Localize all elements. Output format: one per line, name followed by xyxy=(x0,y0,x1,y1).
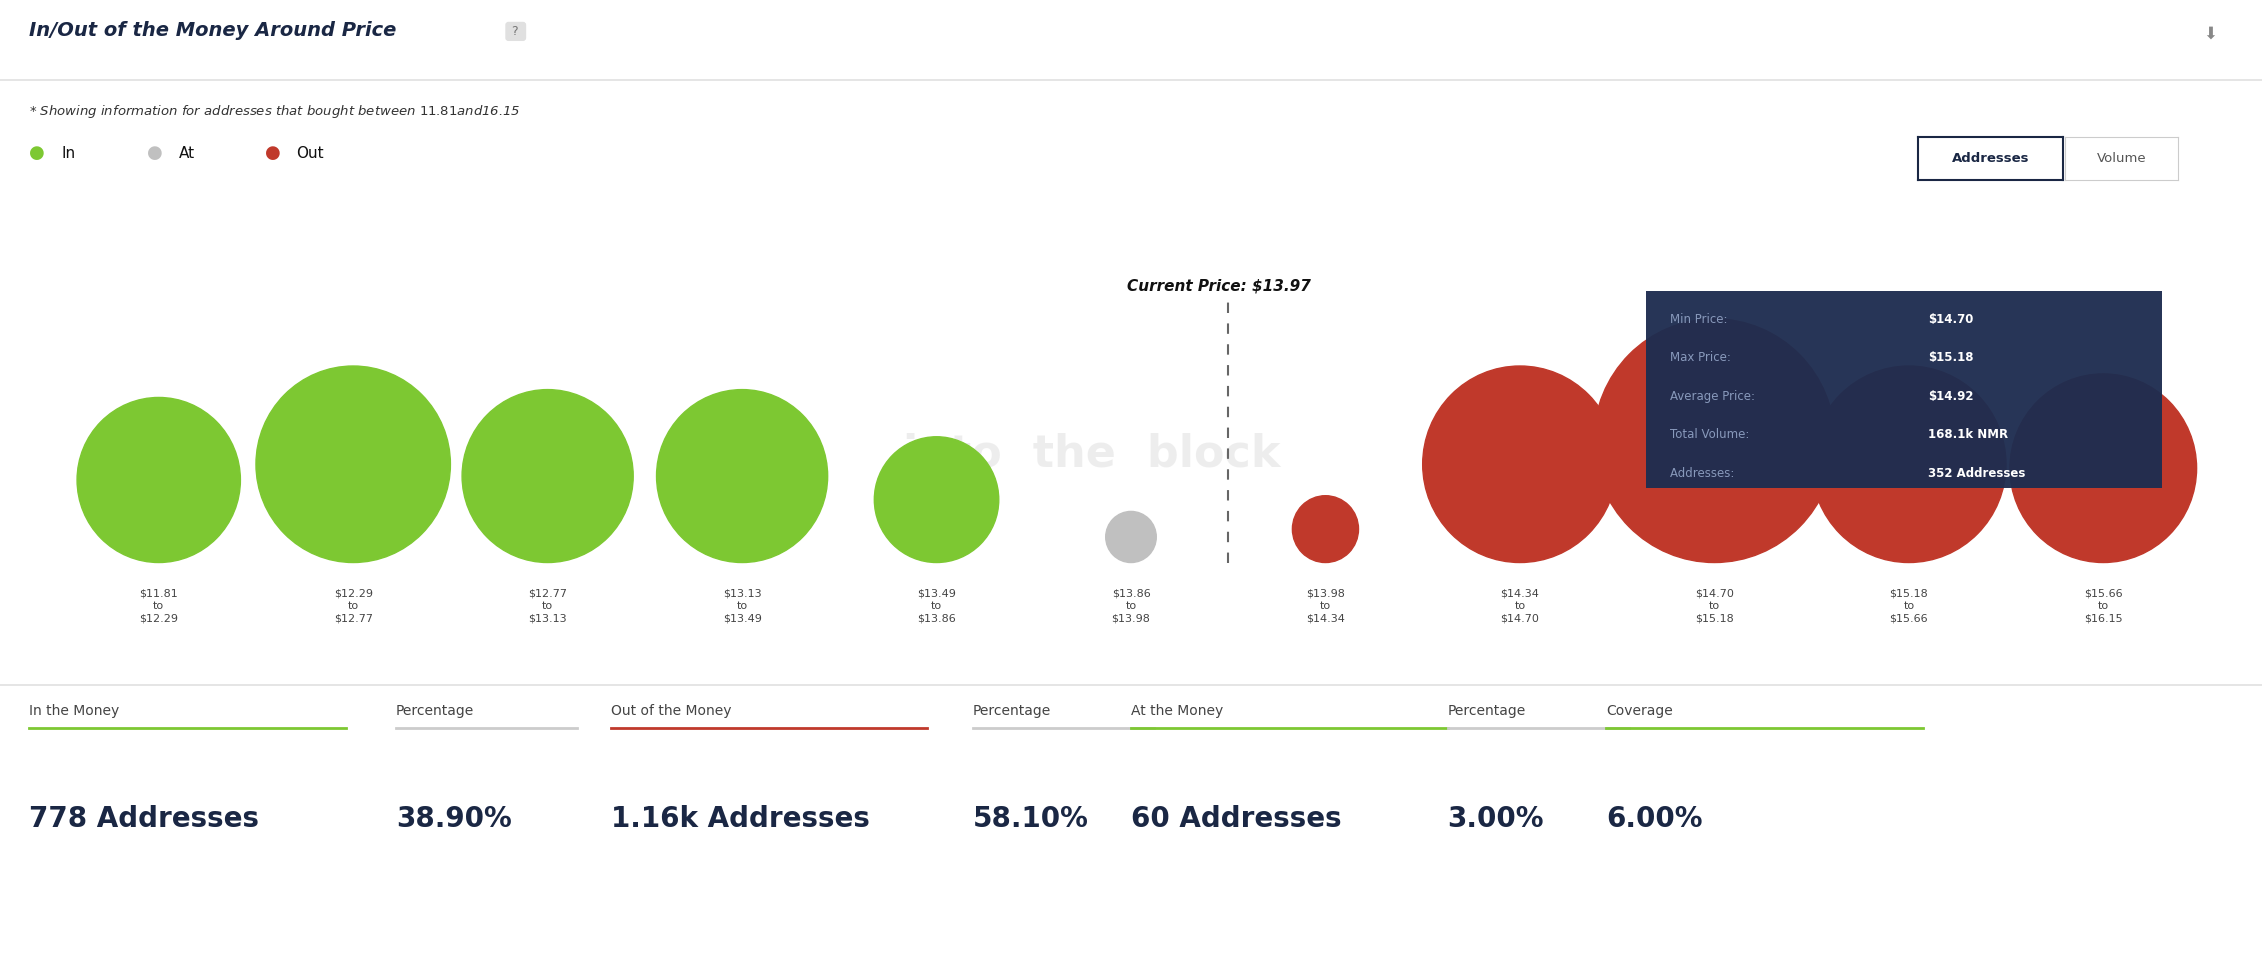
Text: 60 Addresses: 60 Addresses xyxy=(1131,806,1341,833)
Circle shape xyxy=(656,390,828,562)
Text: At the Money: At the Money xyxy=(1131,704,1224,718)
Text: $15.18: $15.18 xyxy=(1927,351,1975,364)
Text: $15.66
to
$16.15: $15.66 to $16.15 xyxy=(2083,588,2122,624)
Text: 6.00%: 6.00% xyxy=(1606,806,1703,833)
Text: $13.49
to
$13.86: $13.49 to $13.86 xyxy=(916,588,957,624)
Text: Average Price:: Average Price: xyxy=(1669,390,1758,402)
Text: $13.13
to
$13.49: $13.13 to $13.49 xyxy=(722,588,762,624)
Text: * Showing information for addresses that bought between $11.81 and $16.15: * Showing information for addresses that… xyxy=(29,103,520,120)
Text: Max Price:: Max Price: xyxy=(1669,351,1735,364)
Circle shape xyxy=(256,366,450,562)
Text: ●: ● xyxy=(29,145,45,162)
Text: into  the  block: into the block xyxy=(903,433,1280,476)
Text: 168.1k NMR: 168.1k NMR xyxy=(1927,428,2009,442)
Text: 38.90%: 38.90% xyxy=(396,806,511,833)
Text: Addresses: Addresses xyxy=(1952,152,2029,165)
Circle shape xyxy=(1292,495,1359,562)
Text: 1.16k Addresses: 1.16k Addresses xyxy=(611,806,869,833)
Text: In the Money: In the Money xyxy=(29,704,120,718)
Text: $12.29
to
$12.77: $12.29 to $12.77 xyxy=(335,588,373,624)
Text: $12.77
to
$13.13: $12.77 to $13.13 xyxy=(527,588,568,624)
Text: $13.86
to
$13.98: $13.86 to $13.98 xyxy=(1111,588,1151,624)
Circle shape xyxy=(875,437,1000,562)
Circle shape xyxy=(1106,512,1156,562)
Text: ●: ● xyxy=(265,145,280,162)
Text: At: At xyxy=(179,146,195,161)
Text: $13.98
to
$14.34: $13.98 to $14.34 xyxy=(1305,588,1346,624)
Text: Coverage: Coverage xyxy=(1606,704,1674,718)
Text: $14.70
to
$15.18: $14.70 to $15.18 xyxy=(1694,588,1733,624)
Circle shape xyxy=(2011,374,2196,562)
Text: Percentage: Percentage xyxy=(1448,704,1527,718)
Text: Out: Out xyxy=(296,146,323,161)
Text: In: In xyxy=(61,146,75,161)
Text: ?: ? xyxy=(509,25,523,38)
Circle shape xyxy=(1812,366,2006,562)
Text: Out of the Money: Out of the Money xyxy=(611,704,731,718)
Text: $11.81
to
$12.29: $11.81 to $12.29 xyxy=(140,588,179,624)
Circle shape xyxy=(461,390,633,562)
Text: Min Price:: Min Price: xyxy=(1669,312,1730,326)
Text: ●: ● xyxy=(147,145,163,162)
Text: In/Out of the Money Around Price: In/Out of the Money Around Price xyxy=(29,21,396,40)
Text: Total Volume:: Total Volume: xyxy=(1669,428,1753,442)
Text: $14.34
to
$14.70: $14.34 to $14.70 xyxy=(1500,588,1540,624)
Text: ⬇: ⬇ xyxy=(2203,25,2217,43)
Text: $15.18
to
$15.66: $15.18 to $15.66 xyxy=(1889,588,1927,624)
Text: 778 Addresses: 778 Addresses xyxy=(29,806,260,833)
Circle shape xyxy=(77,398,240,562)
Text: Volume: Volume xyxy=(2097,152,2147,165)
Text: Addresses:: Addresses: xyxy=(1669,467,1737,480)
Text: Current Price: $13.97: Current Price: $13.97 xyxy=(1126,278,1310,293)
Text: 3.00%: 3.00% xyxy=(1448,806,1545,833)
Text: 352 Addresses: 352 Addresses xyxy=(1927,467,2027,480)
FancyBboxPatch shape xyxy=(1647,291,2162,488)
Text: $14.70: $14.70 xyxy=(1927,312,1975,326)
Text: $14.92: $14.92 xyxy=(1927,390,1975,402)
Circle shape xyxy=(1423,366,1617,562)
Text: Percentage: Percentage xyxy=(973,704,1052,718)
Circle shape xyxy=(1595,319,1834,562)
Text: Percentage: Percentage xyxy=(396,704,475,718)
Text: 58.10%: 58.10% xyxy=(973,806,1088,833)
